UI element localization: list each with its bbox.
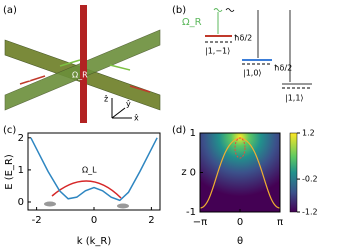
population <box>117 203 129 209</box>
transition-arrow <box>51 180 122 199</box>
state-label: |1,−1⟩ <box>205 47 230 56</box>
arrow <box>59 59 81 67</box>
arrow <box>109 64 131 71</box>
panel-label: (b) <box>172 5 186 16</box>
beam-vertical <box>80 5 87 123</box>
axis <box>111 107 126 119</box>
state-label: |1,1⟩ <box>285 94 304 103</box>
x-axis-label: θ <box>237 236 243 247</box>
x-tick-label: 2 <box>148 215 154 226</box>
shift-label: ħδ/2 <box>234 34 252 43</box>
arrow <box>19 75 46 85</box>
x-tick-label: π <box>277 217 283 228</box>
y-axis-label: z <box>181 167 186 178</box>
arrow <box>129 85 151 93</box>
y-tick-label: 1 <box>18 165 24 176</box>
x-tick-label: 0 <box>237 217 243 228</box>
x-tick-label: -2 <box>32 215 42 226</box>
panel-label: (a) <box>3 5 17 16</box>
y-tick-label: 2 <box>18 133 24 144</box>
population <box>44 201 56 207</box>
x-axis-label: k (k_R) <box>77 236 112 247</box>
region-marker <box>234 137 246 159</box>
axis-label: ŷ <box>126 100 131 109</box>
y-tick-label: 1 <box>190 128 196 139</box>
x-tick-label: −π <box>193 217 207 228</box>
colorbar <box>289 132 298 213</box>
annotation: Ω_L <box>82 166 97 175</box>
axis-label: ẑ <box>104 95 108 104</box>
x-tick-label: 0 <box>91 215 97 226</box>
omega-label: Ω_R <box>182 17 202 28</box>
shift-label: ħδ/2 <box>274 64 292 73</box>
y-tick-label: 0 <box>18 197 24 208</box>
panel-a: (a) Ω_L Ω_R Ω_L ẑ ŷ x̂ <box>3 5 161 123</box>
beam-label: Ω_L <box>20 72 35 81</box>
y-axis-label: E (E_R) <box>4 154 15 190</box>
colorbar-tick-label: 1.2 <box>302 129 315 138</box>
wavy-arrow <box>225 8 291 82</box>
colorbar-tick-label: -0.2 <box>302 175 318 184</box>
axis-label: x̂ <box>134 113 139 123</box>
beam-label: Ω_R <box>72 71 88 80</box>
panel-label: (c) <box>3 125 16 136</box>
state-label: |1,0⟩ <box>243 69 262 78</box>
colorbar-tick-label: -1.2 <box>302 208 318 217</box>
curve <box>30 137 158 202</box>
y-tick-label: 0 <box>190 168 196 179</box>
y-tick-label: -1 <box>186 207 196 218</box>
panel-label: (d) <box>172 125 186 136</box>
beam-label: Ω_L <box>132 72 147 81</box>
wavy-arrow <box>213 8 223 34</box>
panel-b: (b) Ω_R ħδ/2 ħδ/2 |1,−1⟩ |1,0⟩ |1,1⟩ <box>172 5 312 103</box>
heatmap-field <box>200 133 280 212</box>
